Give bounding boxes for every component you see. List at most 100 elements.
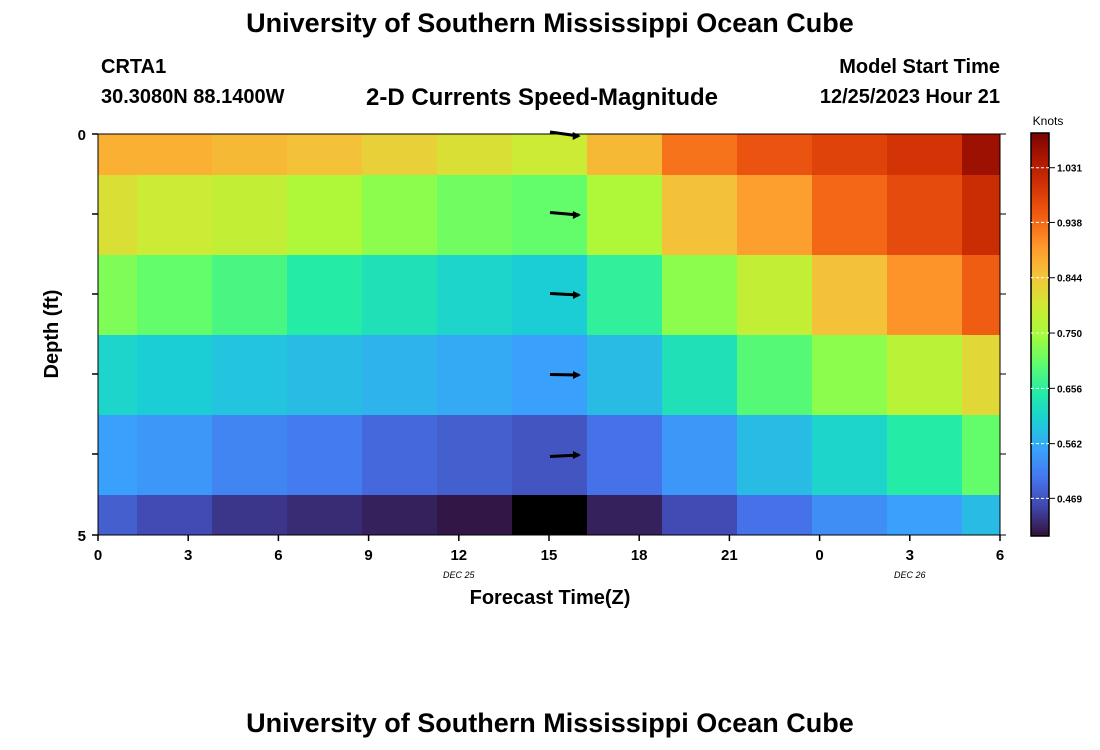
heatmap-cell — [512, 134, 588, 176]
x-date-label: DEC 26 — [894, 570, 926, 580]
x-tick-label: 6 — [996, 547, 1004, 564]
x-tick-label: 21 — [721, 547, 738, 564]
colorbar-tick-label: 0.469 — [1057, 494, 1082, 505]
heatmap-cell — [362, 335, 438, 416]
x-tick-label: 0 — [815, 547, 823, 564]
heatmap-cell — [98, 335, 138, 416]
heatmap-cell — [812, 335, 888, 416]
heatmap-cell — [362, 415, 438, 496]
heatmap-cell — [887, 175, 963, 256]
heatmap-cell — [587, 175, 663, 256]
heatmap-cell — [98, 495, 138, 536]
model-start-label: Model Start Time — [839, 56, 1000, 78]
heatmap-cell — [962, 255, 1001, 336]
station-id: CRTA1 — [101, 56, 167, 78]
heatmap-cell — [737, 335, 813, 416]
heatmap-cell — [437, 134, 513, 176]
x-axis-label: Forecast Time(Z) — [470, 587, 631, 609]
heatmap-cell — [587, 415, 663, 496]
heatmap-cell — [212, 134, 288, 176]
heatmap-cell — [212, 415, 288, 496]
heatmap-cell — [437, 495, 513, 536]
main-title: University of Southern Mississippi Ocean… — [246, 8, 854, 38]
heatmap-cell — [662, 415, 738, 496]
x-tick-label: 6 — [274, 547, 282, 564]
heatmap-cell — [962, 415, 1001, 496]
x-tick-label: 3 — [906, 547, 914, 564]
heatmap-cell — [437, 255, 513, 336]
heatmap-cell — [212, 495, 288, 536]
heatmap-cell — [287, 495, 363, 536]
colorbar-tick-label: 0.562 — [1057, 440, 1082, 451]
heatmap-cell — [737, 415, 813, 496]
heatmap-cell — [212, 175, 288, 256]
colorbar-tick-label: 0.844 — [1057, 274, 1082, 285]
heatmap-cell — [887, 415, 963, 496]
heatmap-cell — [587, 255, 663, 336]
x-date-label: DEC 25 — [443, 570, 476, 580]
heatmap-cell — [812, 495, 888, 536]
heatmap-cell — [962, 175, 1001, 256]
heatmap-cell — [812, 134, 888, 176]
heatmap-cell — [812, 175, 888, 256]
heatmap-cell — [737, 134, 813, 176]
colorbar-tick-label: 0.656 — [1057, 384, 1082, 395]
heatmap-cell — [662, 175, 738, 256]
heatmap-cell — [98, 415, 138, 496]
model-start-time: 12/25/2023 Hour 21 — [819, 86, 1000, 108]
heatmap-cell — [362, 255, 438, 336]
heatmap-cell — [287, 134, 363, 176]
heatmap-cell — [212, 255, 288, 336]
heatmap-cell — [437, 415, 513, 496]
heatmap-cell — [662, 335, 738, 416]
heatmap-cell — [962, 495, 1001, 536]
y-axis-label: Depth (ft) — [41, 290, 63, 379]
x-tick-label: 3 — [184, 547, 192, 564]
colorbar-tick-label: 1.031 — [1057, 164, 1082, 175]
heatmap-cell — [137, 255, 213, 336]
heatmap-cell — [137, 175, 213, 256]
heatmap-cell — [437, 335, 513, 416]
heatmap-cell — [737, 495, 813, 536]
heatmap-cell — [662, 255, 738, 336]
heatmap-cell — [587, 335, 663, 416]
heatmap-cell — [287, 335, 363, 416]
chart-subtitle: 2-D Currents Speed-Magnitude — [366, 84, 719, 111]
heatmap-cell — [287, 415, 363, 496]
current-vector-arrow — [549, 210, 581, 219]
heatmap-cell — [137, 335, 213, 416]
heatmap-cell — [137, 134, 213, 176]
heatmap-cell — [362, 495, 438, 536]
heatmap-cell — [137, 415, 213, 496]
heatmap-cell — [98, 134, 138, 176]
heatmap-cell — [887, 495, 963, 536]
y-tick-label: 5 — [78, 528, 86, 545]
heatmap-cell — [512, 495, 588, 536]
heatmap-cell — [737, 255, 813, 336]
station-coords: 30.3080N 88.1400W — [101, 86, 285, 108]
heatmap-cell — [587, 495, 663, 536]
heatmap-cell — [962, 335, 1001, 416]
heatmap-cell — [962, 134, 1001, 176]
current-vector-arrow — [549, 130, 581, 140]
heatmap-cell — [287, 255, 363, 336]
heatmap-cell — [587, 134, 663, 176]
current-vector-arrow — [549, 451, 581, 459]
x-tick-label: 15 — [541, 547, 558, 564]
heatmap-cell — [812, 415, 888, 496]
x-tick-label: 18 — [631, 547, 648, 564]
colorbar — [1030, 132, 1050, 537]
colorbar-tick-label: 0.938 — [1057, 218, 1082, 229]
heatmap-cell — [98, 255, 138, 336]
footer-title: University of Southern Mississippi Ocean… — [246, 708, 854, 738]
x-tick-label: 12 — [450, 547, 467, 564]
heatmap-cell — [812, 255, 888, 336]
colorbar-label: Knots — [1033, 114, 1064, 128]
colorbar-tick-label: 0.750 — [1057, 329, 1082, 340]
heatmap-cell — [887, 335, 963, 416]
heatmap-cell — [437, 175, 513, 256]
heatmap-cell — [737, 175, 813, 256]
heatmap-cell — [212, 335, 288, 416]
x-tick-label: 0 — [94, 547, 102, 564]
